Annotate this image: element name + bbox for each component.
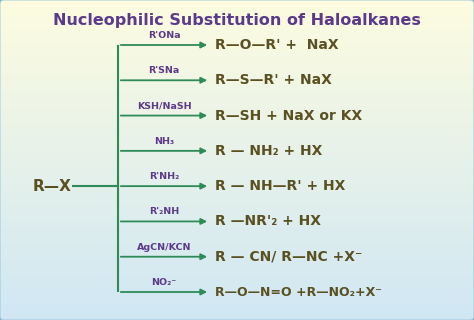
Text: NO₂⁻: NO₂⁻ xyxy=(151,278,177,287)
Text: R — CN/ R—NC +X⁻: R — CN/ R—NC +X⁻ xyxy=(215,250,363,264)
Text: NH₃: NH₃ xyxy=(154,137,174,146)
Text: R — NH—R' + HX: R — NH—R' + HX xyxy=(215,179,346,193)
Text: R—S—R' + NaX: R—S—R' + NaX xyxy=(215,73,332,87)
Text: R—SH + NaX or KX: R—SH + NaX or KX xyxy=(215,108,362,123)
Text: R — NH₂ + HX: R — NH₂ + HX xyxy=(215,144,322,158)
Text: R'ONa: R'ONa xyxy=(148,31,180,40)
Text: R —NR'₂ + HX: R —NR'₂ + HX xyxy=(215,214,321,228)
Text: Nucleophilic Substitution of Haloalkanes: Nucleophilic Substitution of Haloalkanes xyxy=(53,12,421,28)
Text: R—O—N=O +R—NO₂+X⁻: R—O—N=O +R—NO₂+X⁻ xyxy=(215,285,382,299)
Text: R'₂NH: R'₂NH xyxy=(149,207,179,216)
Text: R—O—R' +  NaX: R—O—R' + NaX xyxy=(215,38,338,52)
Text: R'NH₂: R'NH₂ xyxy=(149,172,179,181)
Text: KSH/NaSH: KSH/NaSH xyxy=(137,101,191,111)
Text: AgCN/KCN: AgCN/KCN xyxy=(137,243,191,252)
Text: R—X: R—X xyxy=(33,179,72,194)
Text: R'SNa: R'SNa xyxy=(148,66,180,75)
